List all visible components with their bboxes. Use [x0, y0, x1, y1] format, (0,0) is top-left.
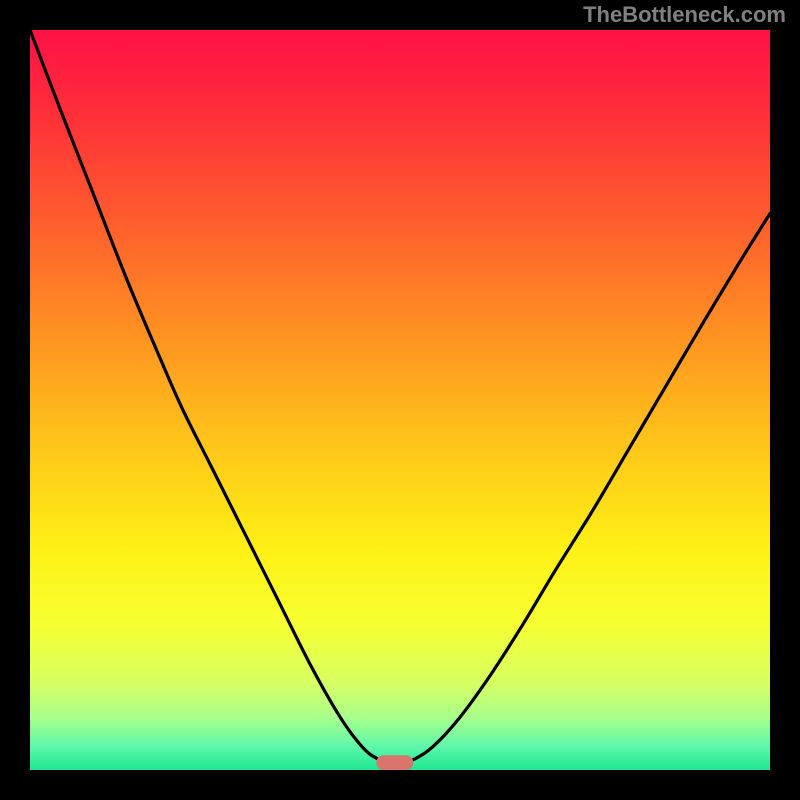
chart-container: TheBottleneck.com — [0, 0, 800, 800]
minimum-marker — [376, 755, 413, 770]
bottleneck-chart — [0, 0, 800, 800]
watermark-label: TheBottleneck.com — [583, 4, 786, 26]
